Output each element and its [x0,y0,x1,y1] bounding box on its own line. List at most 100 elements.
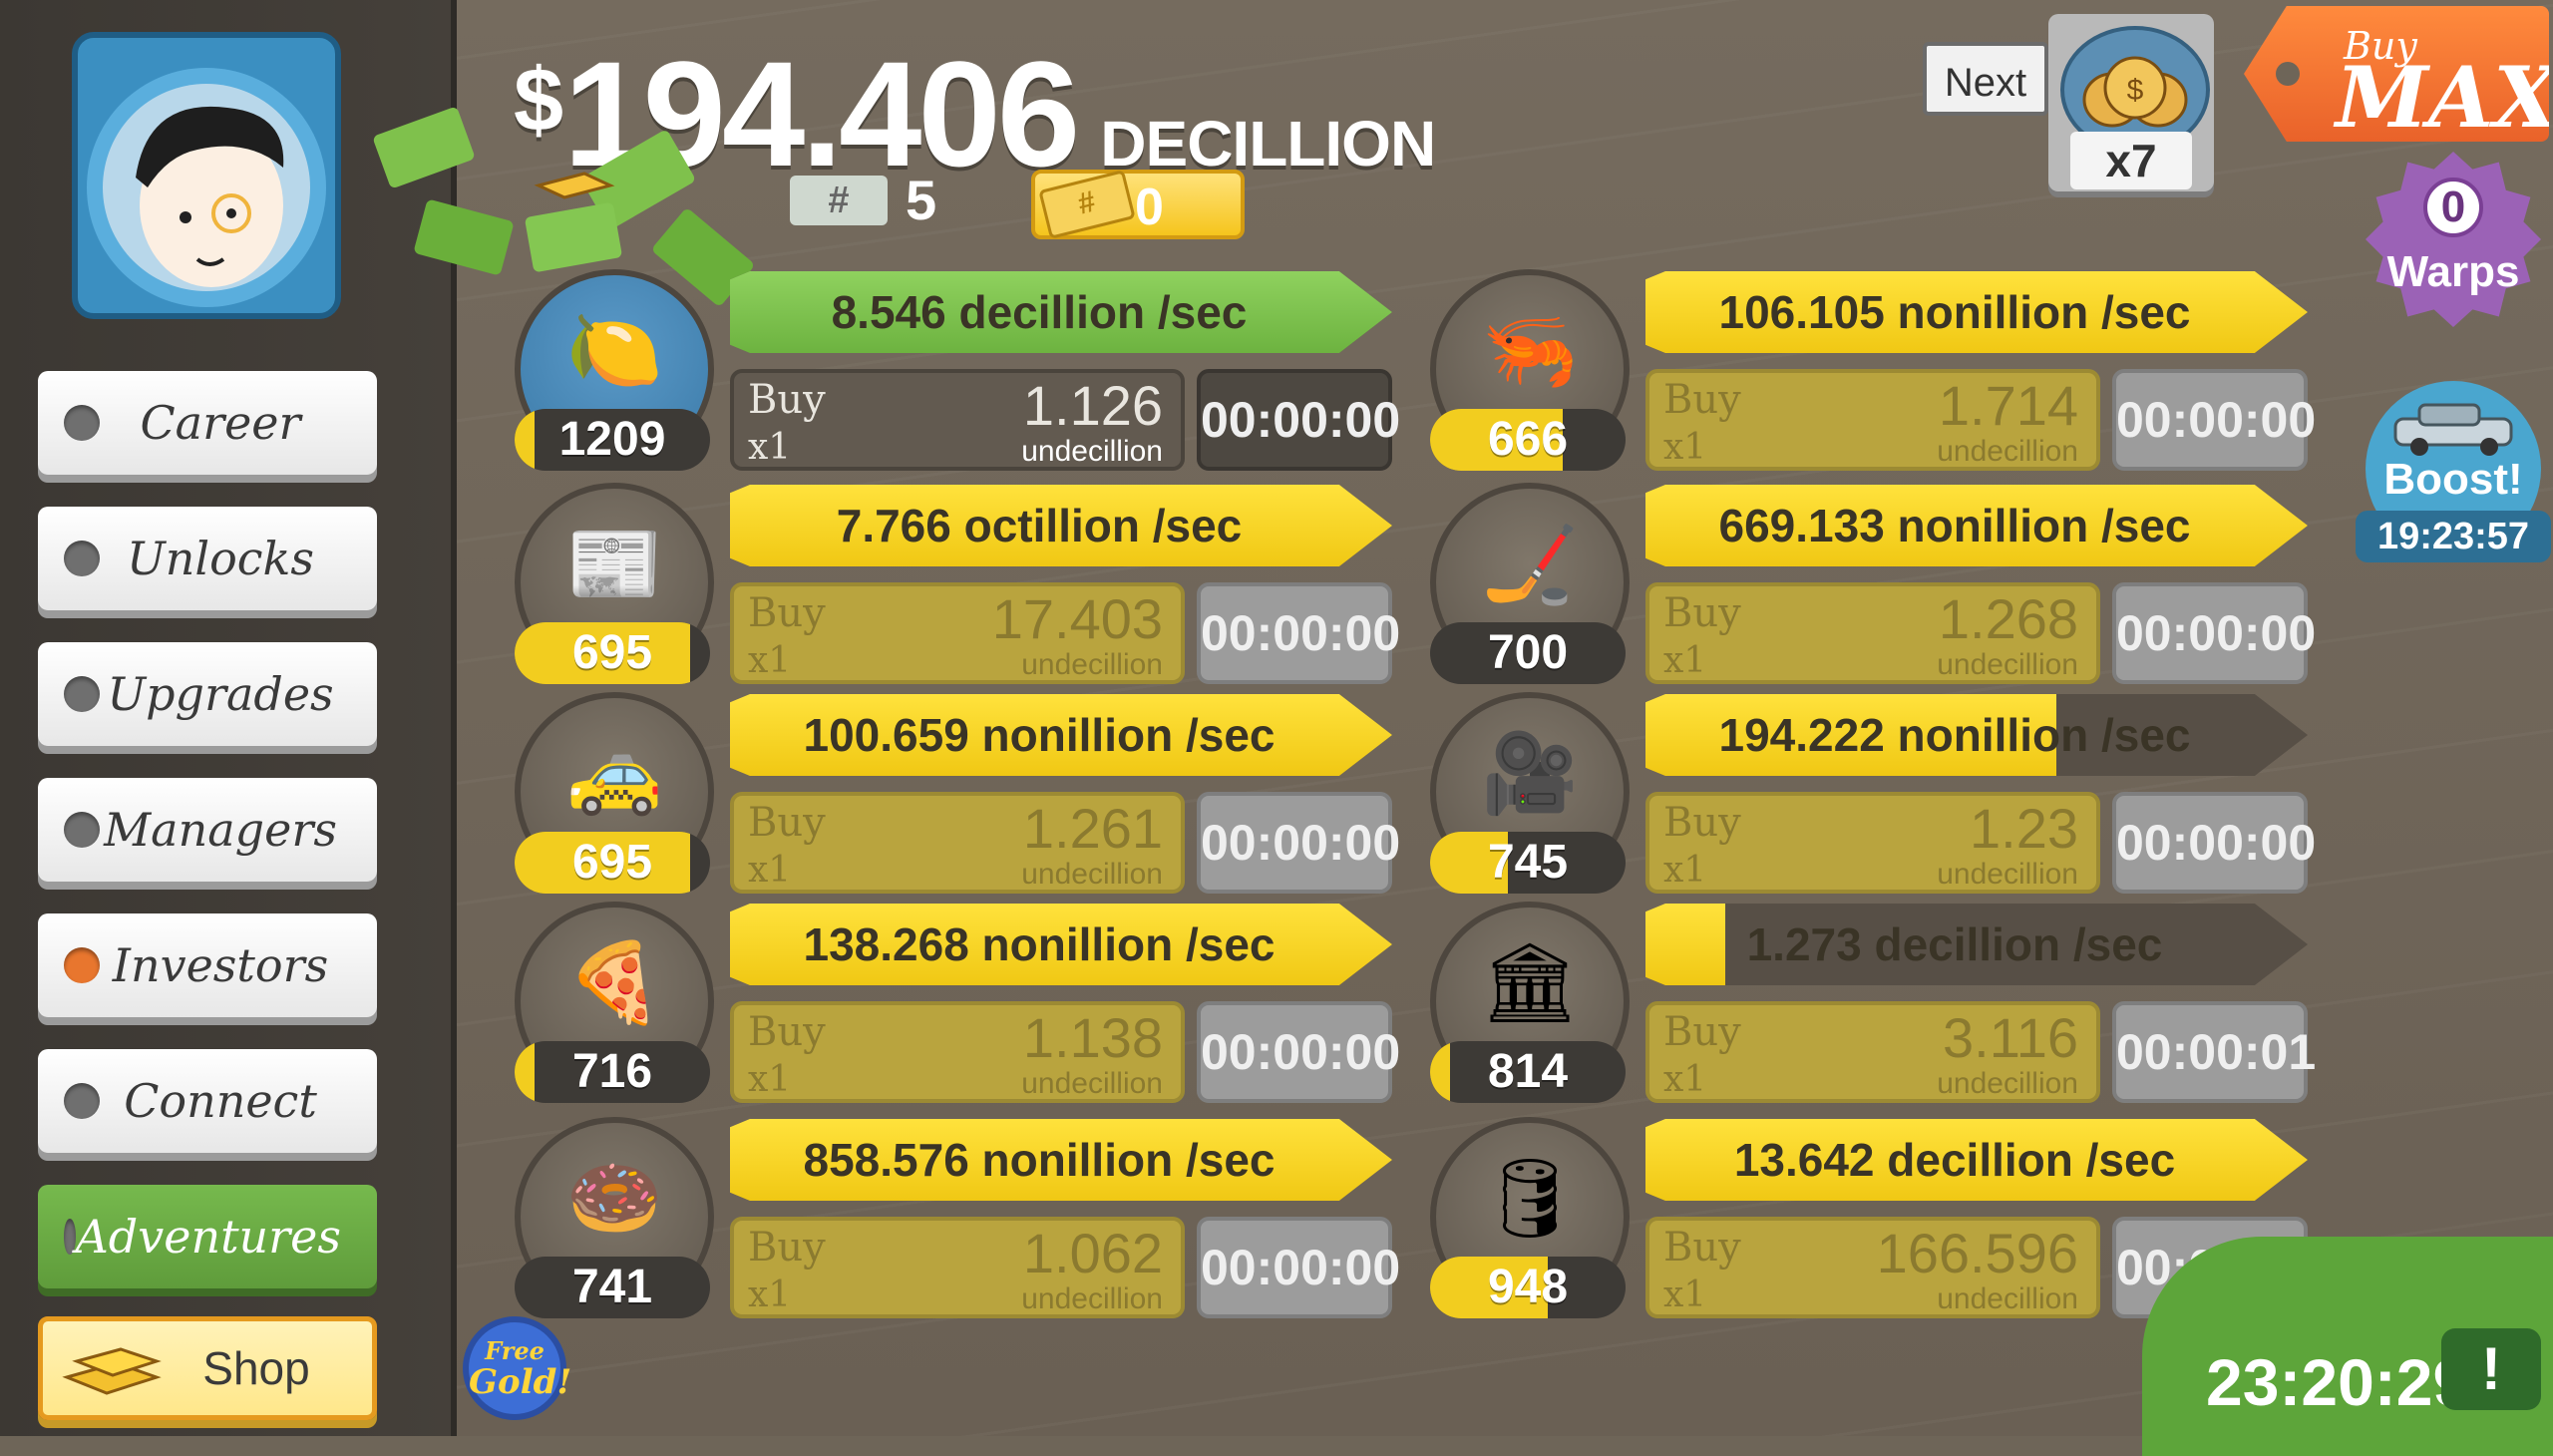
buy-quantity: x1 [1663,427,1707,468]
adventures-button[interactable]: Adventures [38,1185,377,1288]
free-gold-button[interactable]: Free Gold! [463,1316,571,1420]
buy-cost-unit: undecillion [1937,858,2078,891]
avatar[interactable] [72,32,341,319]
revenue-bar[interactable]: 8.546 decillion /sec [730,271,1392,353]
business-glyph: 🦐 [1481,306,1579,394]
revenue-progress-fill [1645,1119,2308,1201]
buy-button[interactable]: Buy x1 1.126 undecillion [730,369,1185,471]
business-glyph: 🏛 [1480,938,1580,1026]
buy-quantity: x1 [1663,850,1707,891]
revenue-bar[interactable]: 138.268 nonillion /sec [730,904,1392,985]
shop-button[interactable]: Shop [38,1316,377,1420]
managers-label: Managers [104,803,337,857]
revenue-bar[interactable]: 100.659 nonillion /sec [730,694,1392,776]
business-timer: 00:00:00 [1197,369,1400,471]
business-count: 695 [571,626,653,679]
business-count-bar: 695 [515,832,710,894]
gold-ticket-icon: # [1038,170,1136,239]
connect-label: Connect [124,1074,317,1128]
revenue-progress-fill [1645,904,1725,985]
business-count: 1209 [558,413,666,466]
buy-cost: 166.596 [1876,1222,2078,1284]
buy-button[interactable]: Buy x1 1.714 undecillion [1645,369,2100,471]
business-count: 700 [1487,626,1569,679]
business-timer: 00:00:00 [2112,369,2316,471]
buy-button[interactable]: Buy x1 1.23 undecillion [1645,792,2100,894]
buy-cost: 1.062 [1022,1222,1163,1284]
business-count: 745 [1487,836,1569,889]
buy-label: Buy [1663,590,1741,636]
time-car-icon [2393,403,2513,456]
connect-button[interactable]: Connect [38,1049,377,1153]
buy-button[interactable]: Buy x1 166.596 undecillion [1645,1217,2100,1318]
investors-button[interactable]: Investors [38,913,377,1017]
buy-label: Buy [1663,377,1741,423]
buy-button[interactable]: Buy x1 1.062 undecillion [730,1217,1185,1318]
business-count: 814 [1487,1045,1569,1098]
shop-label: Shop [202,1342,310,1394]
business-timer: 00:00:00 [2112,582,2316,684]
revenue-bar[interactable]: 669.133 nonillion /sec [1645,485,2308,566]
business-count-bar: 716 [515,1041,710,1103]
managers-button[interactable]: Managers [38,778,377,882]
business-count: 716 [571,1045,653,1098]
business-card: 🛢 948 13.642 decillion /sec Buy x1 166.596 und… [1430,1117,2348,1318]
career-indicator [64,405,100,441]
buy-button[interactable]: Buy x1 1.138 undecillion [730,1001,1185,1103]
buy-quantity: x1 [748,427,792,468]
upgrades-indicator [64,676,100,712]
business-glyph: 🍋 [565,306,663,394]
revenue-bar[interactable]: 1.273 decillion /sec [1645,904,2308,985]
buy-button[interactable]: Buy x1 1.261 undecillion [730,792,1185,894]
business-glyph: 🚕 [565,729,663,817]
business-count: 666 [1487,413,1569,466]
business-card: 🍋 1209 8.546 decillion /sec Buy x1 1.126 undec… [515,269,1432,471]
buy-max-button[interactable]: Buy MAX [2244,6,2549,142]
adventures-label: Adventures [75,1210,341,1264]
business-count-bar: 745 [1430,832,1626,894]
upgrades-button[interactable]: Upgrades [38,642,377,746]
revenue-bar[interactable]: 858.576 nonillion /sec [730,1119,1392,1201]
buy-button[interactable]: Buy x1 3.116 undecillion [1645,1001,2100,1103]
career-button[interactable]: Career [38,371,377,475]
count-progress-fill [1430,409,1564,471]
revenue-bar[interactable]: 13.642 decillion /sec [1645,1119,2308,1201]
buy-button[interactable]: Buy x1 1.268 undecillion [1645,582,2100,684]
next-button[interactable]: Next [1923,42,2048,116]
revenue-progress-fill [730,485,1392,566]
buy-button[interactable]: Buy x1 17.403 undecillion [730,582,1185,684]
warps-count: 0 [2423,178,2483,237]
business-glyph: 🏒 [1481,520,1579,607]
business-timer: 00:00:00 [1197,792,1400,894]
unlocks-button[interactable]: Unlocks [38,507,377,610]
boost-timer: 19:23:57 [2356,511,2551,562]
buy-cost-unit: undecillion [1937,435,2078,468]
business-card: 🦐 666 106.105 nonillion /sec Buy x1 1.714 unde… [1430,269,2348,471]
revenue-rate: 1.273 decillion /sec [1746,918,2163,970]
tv-ad-panel[interactable]: 23:20:29 ! [2142,1237,2553,1456]
revenue-bar[interactable]: 7.766 octillion /sec [730,485,1392,566]
business-count-bar: 695 [515,622,710,684]
buy-label: Buy [1663,800,1741,846]
revenue-rate: 100.659 nonillion /sec [803,709,1276,761]
buy-cost-unit: undecillion [1021,858,1163,891]
buy-label: Buy [748,377,826,423]
next-multiplier-panel[interactable]: $ x7 [2048,14,2214,191]
revenue-bar[interactable]: 194.222 nonillion /sec [1645,694,2308,776]
revenue-progress-fill [1645,694,2056,776]
free-gold-line1: Free [485,1336,545,1365]
buy-label: Buy [748,1009,826,1055]
business-count: 695 [571,836,653,889]
buy-cost-unit: undecillion [1937,1282,2078,1315]
boost-button[interactable]: Boost! 19:23:57 [2356,381,2551,562]
revenue-progress-fill [1645,485,2308,566]
managers-indicator [64,812,100,848]
business-count: 948 [1487,1261,1569,1313]
business-timer: 00:00:00 [1197,582,1400,684]
gold-ticket-button[interactable]: # 0 [1031,170,1245,239]
business-card: 🎥 745 194.222 nonillion /sec Buy x1 1.23 undec… [1430,692,2348,894]
revenue-bar[interactable]: 106.105 nonillion /sec [1645,271,2308,353]
revenue-rate: 8.546 decillion /sec [831,286,1248,338]
tv-timer: 23:20:29 [2206,1345,2470,1419]
revenue-rate: 858.576 nonillion /sec [803,1134,1276,1186]
